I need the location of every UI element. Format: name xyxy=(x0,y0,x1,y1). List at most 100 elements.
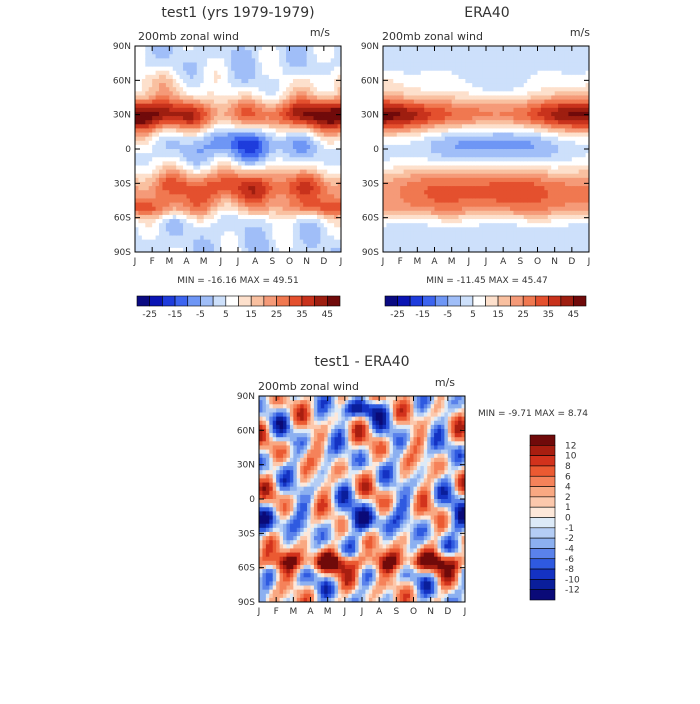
contour-cell xyxy=(252,141,256,146)
contour-cell xyxy=(166,62,170,67)
contour-cell xyxy=(149,211,153,216)
contour-cell xyxy=(441,240,445,245)
contour-cell xyxy=(265,91,269,96)
contour-cell xyxy=(204,170,208,175)
contour-cell xyxy=(441,128,445,133)
contour-cell xyxy=(390,58,394,63)
contour-cell xyxy=(503,128,507,133)
contour-cell xyxy=(173,79,177,84)
contour-cell xyxy=(407,54,411,59)
contour-cell xyxy=(293,153,297,158)
contour-cell xyxy=(269,157,273,162)
contour-cell xyxy=(400,231,404,236)
contour-cell xyxy=(500,145,504,150)
contour-cell xyxy=(272,137,276,142)
contour-cell xyxy=(438,95,442,100)
contour-cell xyxy=(493,198,497,203)
y-tick-label: 60N xyxy=(113,76,131,86)
contour-cell xyxy=(255,182,259,187)
contour-cell xyxy=(276,203,280,208)
contour-cell xyxy=(290,165,294,170)
contour-cell xyxy=(438,112,442,117)
contour-cell xyxy=(180,54,184,59)
contour-cell xyxy=(303,62,307,67)
contour-cell xyxy=(142,203,146,208)
contour-cell xyxy=(221,182,225,187)
contour-cell xyxy=(438,128,442,133)
contour-cell xyxy=(300,240,304,245)
contour-cell xyxy=(214,174,218,179)
contour-cell xyxy=(269,104,273,109)
contour-cell xyxy=(314,46,318,51)
contour-cell xyxy=(269,133,273,138)
contour-cell xyxy=(169,211,173,216)
contour-cell xyxy=(183,112,187,117)
contour-cell xyxy=(479,112,483,117)
contour-cell xyxy=(310,83,314,88)
contour-cell xyxy=(142,91,146,96)
contour-cell xyxy=(441,161,445,166)
contour-cell xyxy=(441,141,445,146)
contour-cell xyxy=(386,104,390,109)
contour-cell xyxy=(455,116,459,121)
contour-cell xyxy=(238,161,242,166)
contour-cell xyxy=(445,83,449,88)
contour-cell xyxy=(241,124,245,129)
contour-cell xyxy=(272,83,276,88)
contour-cell xyxy=(400,108,404,113)
contour-cell xyxy=(145,203,149,208)
contour-cell xyxy=(204,141,208,146)
contour-cell xyxy=(296,95,300,100)
contour-cell xyxy=(500,128,504,133)
contour-cell xyxy=(314,120,318,125)
contour-cell xyxy=(200,207,204,212)
contour-cell xyxy=(238,227,242,232)
contour-cell xyxy=(156,182,160,187)
contour-cell xyxy=(228,128,232,133)
contour-cell xyxy=(421,108,425,113)
contour-cell xyxy=(173,236,177,241)
contour-cell xyxy=(424,157,428,162)
contour-cell xyxy=(428,50,432,55)
contour-cell xyxy=(259,223,263,228)
contour-cell xyxy=(417,190,421,195)
contour-cell xyxy=(149,178,153,183)
contour-cell xyxy=(279,133,283,138)
contour-cell xyxy=(269,215,273,220)
contour-cell xyxy=(279,50,283,55)
contour-cell xyxy=(472,83,476,88)
contour-cell xyxy=(214,100,218,105)
contour-cell xyxy=(173,153,177,158)
contour-cell xyxy=(479,207,483,212)
contour-cell xyxy=(445,161,449,166)
contour-cell xyxy=(400,240,404,245)
contour-cell xyxy=(327,207,331,212)
contour-cell xyxy=(472,50,476,55)
contour-cell xyxy=(407,227,411,232)
contour-cell xyxy=(224,240,228,245)
contour-cell xyxy=(228,133,232,138)
contour-cell xyxy=(500,174,504,179)
contour-cell xyxy=(272,58,276,63)
contour-cell xyxy=(455,100,459,105)
colorbar-swatch xyxy=(150,296,163,306)
contour-cell xyxy=(162,67,166,72)
contour-cell xyxy=(503,236,507,241)
contour-cell xyxy=(152,83,156,88)
contour-cell xyxy=(142,108,146,113)
contour-cell xyxy=(445,207,449,212)
contour-cell xyxy=(496,236,500,241)
contour-cell xyxy=(507,215,511,220)
contour-cell xyxy=(428,186,432,191)
contour-cell xyxy=(500,108,504,113)
contour-cell xyxy=(489,161,493,166)
contour-cell xyxy=(269,219,273,224)
contour-cell xyxy=(286,112,290,117)
contour-cell xyxy=(455,149,459,154)
contour-cell xyxy=(496,170,500,175)
contour-cell xyxy=(142,124,146,129)
contour-cell xyxy=(276,215,280,220)
contour-cell xyxy=(393,141,397,146)
